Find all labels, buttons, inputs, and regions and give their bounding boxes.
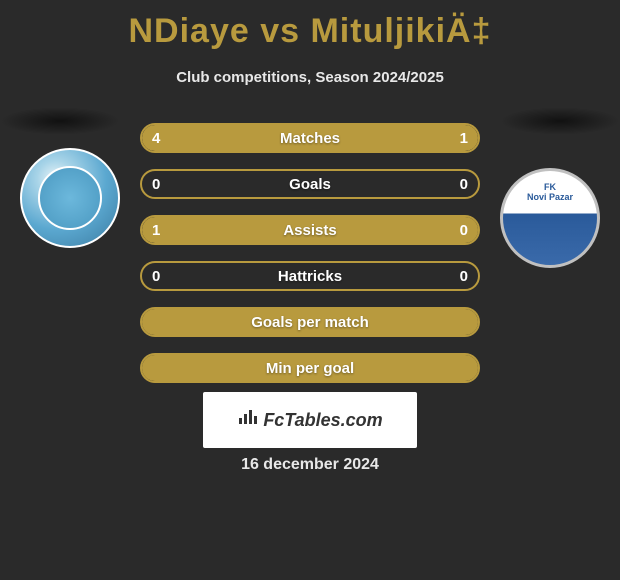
team-right-badge-text: FK Novi Pazar bbox=[527, 183, 573, 203]
stat-label: Assists bbox=[142, 222, 478, 239]
stat-label: Matches bbox=[142, 130, 478, 147]
chart-icon bbox=[237, 408, 259, 432]
footer-date: 16 december 2024 bbox=[0, 456, 620, 474]
stat-row-goals-per-match: Goals per match bbox=[140, 307, 480, 337]
page-title: NDiaye vs MituljikiÄ‡ bbox=[0, 0, 620, 51]
shadow-left bbox=[0, 107, 120, 135]
page-subtitle: Club competitions, Season 2024/2025 bbox=[0, 69, 620, 86]
shadow-right bbox=[500, 107, 620, 135]
stats-container: 41Matches 00Goals 10Assists 00Hattricks Goal… bbox=[140, 123, 480, 399]
logo-box[interactable]: FcTables.com bbox=[203, 392, 417, 448]
stat-label: Hattricks bbox=[142, 268, 478, 285]
stat-row-hattricks: 00Hattricks bbox=[140, 261, 480, 291]
stat-row-matches: 41Matches bbox=[140, 123, 480, 153]
team-right-badge: FK Novi Pazar bbox=[500, 168, 600, 268]
logo-text: FcTables.com bbox=[263, 410, 382, 431]
team-left-badge bbox=[20, 148, 120, 248]
stat-row-assists: 10Assists bbox=[140, 215, 480, 245]
stat-label: Goals bbox=[142, 176, 478, 193]
stat-row-goals: 00Goals bbox=[140, 169, 480, 199]
stat-row-min-per-goal: Min per goal bbox=[140, 353, 480, 383]
stat-label: Min per goal bbox=[142, 360, 478, 377]
stat-label: Goals per match bbox=[142, 314, 478, 331]
